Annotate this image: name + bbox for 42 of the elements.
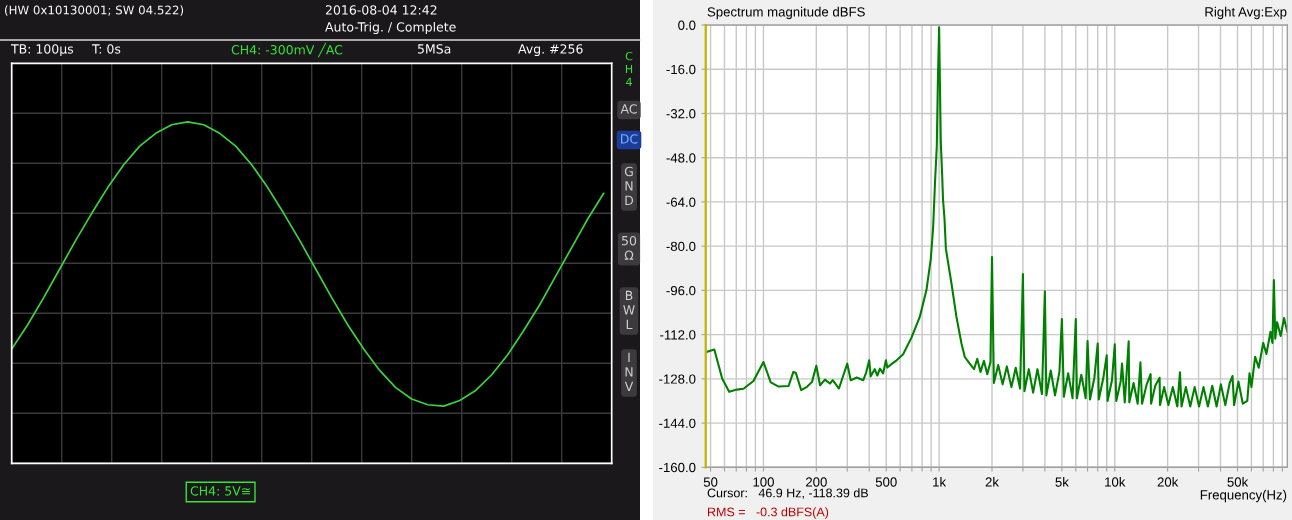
- y-tick-label: -80.0: [666, 241, 696, 252]
- x-tick-label: 20k: [1157, 477, 1179, 487]
- x-tick-label: 10k: [1105, 477, 1126, 487]
- y-tick-label: -160.0: [659, 462, 696, 473]
- text: T: 0s: [91, 44, 121, 54]
- text: INV: [624, 352, 634, 391]
- y-tick-label: -64.0: [666, 197, 696, 207]
- y-tick-label: -48.0: [666, 153, 696, 163]
- text: CH4: 5V≅: [190, 486, 250, 496]
- chart-subtitle: Right Avg:Exp: [1205, 6, 1287, 20]
- text: DC: [621, 134, 638, 144]
- y-tick-label: -112.0: [660, 330, 696, 340]
- text: Cursor: 46.9 Hz, -118.39 dB: [707, 488, 868, 499]
- text: AC: [620, 104, 637, 114]
- text: 2016-08-04 12:42: [325, 5, 437, 15]
- text: CH4: -300mV ╱AC: [231, 42, 343, 58]
- y-tick-label: 0.0: [678, 20, 696, 30]
- x-tick-label: 500: [875, 477, 897, 487]
- chart-title: (HW 0x10130001; SW 04.522): [5, 5, 184, 16]
- text: Avg. #256: [518, 44, 583, 57]
- text: RMS = -0.3 dBFS(A): [708, 507, 829, 519]
- x-axis-title: Frequency(Hz): [1200, 489, 1287, 503]
- x-tick-label: 5k: [1055, 477, 1069, 487]
- y-tick-label: -96.0: [666, 285, 696, 296]
- x-tick-label: 50k: [1227, 477, 1249, 487]
- y-tick-label: -16.0: [666, 64, 696, 75]
- y-tick-label: -128.0: [659, 374, 696, 384]
- x-tick-label: 100: [753, 477, 774, 487]
- x-tick-label: 200: [805, 477, 827, 487]
- x-tick-label: 2k: [985, 477, 999, 487]
- y-tick-label: -144.0: [659, 418, 696, 428]
- text: 5MSa: [417, 44, 451, 54]
- chart-title: Spectrum magnitude dBFS: [707, 6, 865, 20]
- text: CH4: [625, 51, 633, 86]
- text: TB: 100µs: [10, 44, 74, 57]
- text: BWL: [623, 290, 635, 329]
- y-tick-label: -32.0: [666, 109, 696, 119]
- text: GND: [624, 166, 634, 205]
- text: 50 Ω: [622, 235, 637, 260]
- x-tick-label: 1k: [933, 477, 947, 487]
- text: Auto-Trig. / Complete: [325, 21, 456, 35]
- x-tick-label: 50: [703, 477, 718, 487]
